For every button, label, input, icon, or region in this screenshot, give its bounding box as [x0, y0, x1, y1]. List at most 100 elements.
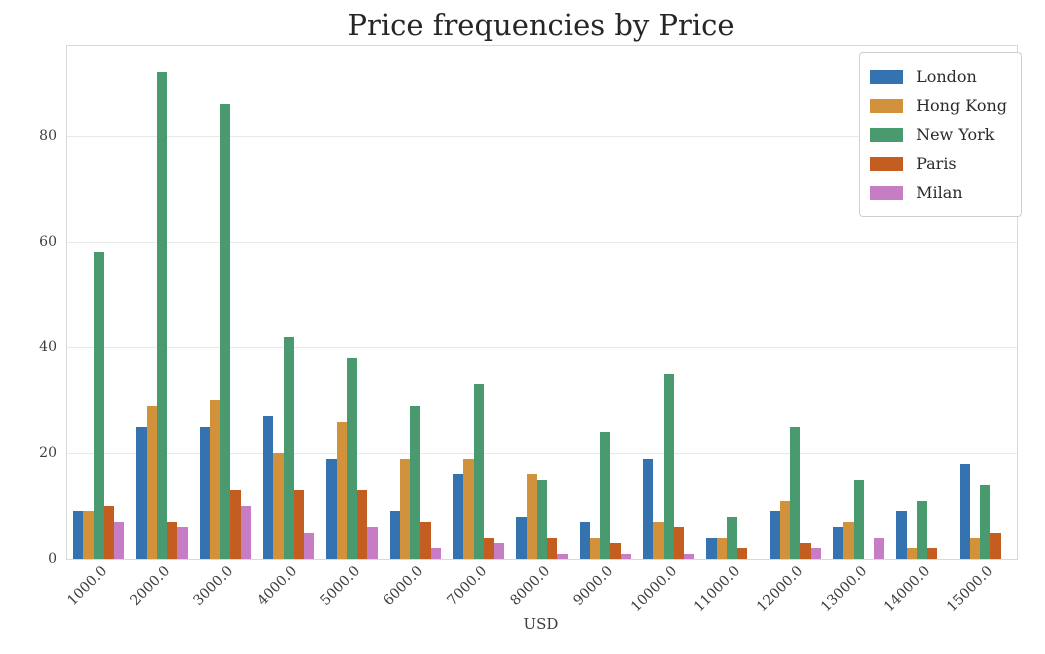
x-tick-label-3000.0: 3000.0	[190, 563, 237, 609]
bar-group-13000.0: 13000.0	[818, 46, 890, 615]
bar-milan-1000.0	[114, 521, 125, 559]
bar-group-2000.0: 2000.0	[127, 46, 193, 609]
bar-hong-kong-1000.0	[83, 511, 94, 559]
bar-london-6000.0	[389, 511, 400, 559]
bar-milan-10000.0	[684, 553, 695, 559]
bar-new-york-1000.0	[93, 252, 104, 559]
bar-paris-14000.0	[927, 548, 938, 559]
legend-item-paris: Paris	[870, 149, 1007, 178]
legend-label: Hong Kong	[916, 96, 1007, 115]
bar-group-4000.0: 4000.0	[254, 46, 320, 609]
legend-swatch-icon	[870, 185, 904, 200]
bar-paris-6000.0	[420, 521, 431, 559]
bar-hong-kong-14000.0	[906, 548, 917, 559]
bar-paris-1000.0	[103, 506, 115, 559]
bar-new-york-9000.0	[600, 432, 611, 559]
bar-milan-4000.0	[304, 532, 315, 559]
bar-group-5000.0: 5000.0	[317, 46, 383, 609]
bar-hong-kong-9000.0	[589, 537, 601, 559]
bar-milan-3000.0	[240, 506, 251, 559]
legend-label: New York	[916, 125, 995, 144]
bar-hong-kong-13000.0	[843, 521, 854, 559]
bar-paris-9000.0	[610, 543, 621, 559]
bar-milan-8000.0	[557, 553, 568, 559]
bar-new-york-13000.0	[853, 479, 864, 559]
bar-paris-15000.0	[990, 532, 1001, 559]
bar-new-york-2000.0	[156, 72, 168, 559]
bar-paris-4000.0	[293, 490, 305, 559]
bar-new-york-5000.0	[346, 358, 358, 559]
gridline-y-80	[67, 135, 1017, 137]
bar-group-9000.0: 9000.0	[571, 46, 637, 609]
bar-new-york-7000.0	[473, 384, 484, 559]
gridline-y-60	[67, 241, 1017, 243]
legend-item-milan: Milan	[870, 178, 1007, 207]
bar-hong-kong-8000.0	[526, 474, 537, 559]
bar-london-3000.0	[199, 426, 210, 559]
bar-new-york-4000.0	[283, 336, 294, 559]
x-tick-label-14000.0: 14000.0	[881, 563, 934, 616]
bar-milan-5000.0	[367, 527, 378, 559]
bar-hong-kong-4000.0	[273, 453, 284, 559]
bar-london-2000.0	[136, 426, 147, 559]
bar-group-1000.0: 1000.0	[64, 46, 130, 609]
bar-group-12000.0: 12000.0	[754, 46, 827, 615]
legend-item-london: London	[870, 62, 1007, 91]
bar-london-10000.0	[643, 458, 654, 559]
bar-hong-kong-10000.0	[653, 521, 664, 559]
x-tick-label-4000.0: 4000.0	[254, 563, 300, 609]
bar-london-14000.0	[896, 511, 907, 559]
bar-milan-6000.0	[430, 548, 441, 559]
x-tick-label-15000.0: 15000.0	[944, 563, 997, 616]
y-tick-label-0: 0	[48, 551, 57, 567]
bar-paris-12000.0	[800, 543, 811, 559]
legend-label: London	[916, 67, 977, 86]
bar-milan-9000.0	[620, 553, 631, 559]
bar-london-1000.0	[73, 511, 84, 559]
x-tick-label-2000.0: 2000.0	[127, 563, 174, 609]
bar-hong-kong-5000.0	[336, 421, 347, 559]
y-tick-label-80: 80	[39, 127, 57, 144]
bar-paris-2000.0	[167, 521, 178, 559]
bar-hong-kong-7000.0	[463, 458, 474, 559]
legend: London Hong Kong New York Paris Milan	[859, 52, 1022, 217]
bar-london-4000.0	[263, 416, 274, 559]
bar-hong-kong-3000.0	[209, 400, 221, 559]
bar-london-11000.0	[706, 537, 717, 559]
bar-paris-7000.0	[483, 537, 495, 559]
bar-hong-kong-11000.0	[716, 537, 727, 559]
gridline-y-20	[67, 453, 1017, 455]
bar-paris-5000.0	[357, 490, 368, 559]
bar-london-7000.0	[453, 474, 464, 559]
x-tick-label-1000.0: 1000.0	[64, 563, 110, 609]
bar-new-york-6000.0	[410, 405, 421, 559]
legend-swatch-icon	[870, 98, 904, 113]
bar-london-12000.0	[769, 511, 780, 559]
bar-group-8000.0: 8000.0	[507, 46, 573, 609]
bar-hong-kong-6000.0	[399, 458, 411, 559]
bar-group-11000.0: 11000.0	[691, 46, 763, 615]
x-tick-label-13000.0: 13000.0	[817, 563, 870, 616]
bar-group-7000.0: 7000.0	[444, 46, 510, 609]
bar-new-york-8000.0	[536, 479, 548, 559]
legend-swatch-icon	[870, 156, 904, 171]
y-tick-label-60: 60	[39, 233, 57, 250]
bar-paris-10000.0	[673, 527, 685, 559]
bar-group-14000.0: 14000.0	[881, 46, 953, 615]
bar-london-8000.0	[516, 516, 527, 559]
bar-milan-13000.0	[874, 537, 885, 559]
x-tick-label-5000.0: 5000.0	[317, 563, 364, 609]
bar-new-york-15000.0	[980, 484, 991, 559]
legend-label: Milan	[916, 183, 963, 202]
x-axis-label: USD	[523, 615, 559, 633]
bar-new-york-3000.0	[220, 104, 231, 559]
bar-hong-kong-12000.0	[779, 500, 791, 559]
bar-london-9000.0	[579, 521, 590, 559]
legend-item-hong-kong: Hong Kong	[870, 91, 1007, 120]
bar-new-york-10000.0	[663, 373, 674, 559]
bar-hong-kong-15000.0	[969, 537, 981, 559]
x-tick-label-7000.0: 7000.0	[444, 563, 490, 609]
x-tick-label-9000.0: 9000.0	[570, 563, 617, 609]
bar-milan-2000.0	[177, 527, 188, 559]
legend-swatch-icon	[870, 69, 904, 84]
